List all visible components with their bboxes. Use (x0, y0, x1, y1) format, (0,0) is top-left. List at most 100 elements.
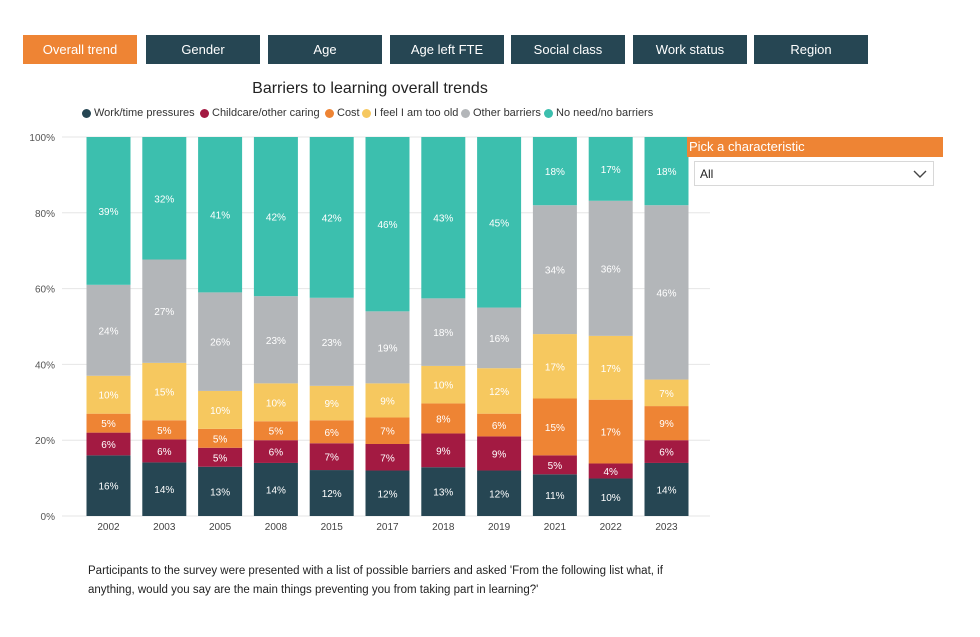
data-label: 32% (154, 194, 174, 205)
data-label: 9% (492, 449, 507, 460)
data-label: 16% (489, 334, 509, 345)
y-tick-label: 40% (35, 360, 55, 371)
legend-item-childcare[interactable]: Childcare/other caring (200, 107, 320, 119)
legend-marker-icon (362, 108, 371, 118)
bar-segment (588, 463, 633, 479)
data-label: 24% (98, 326, 118, 337)
data-label: 5% (157, 426, 172, 437)
data-label: 9% (436, 446, 451, 457)
bar-segment (198, 292, 243, 391)
data-label: 41% (210, 211, 230, 222)
bar-segment (532, 455, 577, 475)
bar-segment (588, 478, 633, 516)
data-label: 9% (659, 419, 674, 430)
legend-item-work-time[interactable]: Work/time pressures (82, 107, 195, 119)
data-label: 42% (322, 213, 342, 224)
bar-segment (253, 421, 298, 441)
tab-social-class[interactable]: Social class (511, 35, 625, 64)
legend-item-other-barriers[interactable]: Other barriers (461, 107, 541, 119)
x-tick-label: 2017 (376, 522, 399, 533)
data-label: 7% (380, 427, 395, 438)
bar-segment (86, 455, 131, 516)
bar-segment (532, 474, 577, 516)
data-label: 11% (545, 491, 564, 502)
chevron-down-icon (913, 170, 927, 178)
data-label: 5% (213, 434, 228, 445)
y-tick-label: 80% (35, 209, 55, 220)
data-label: 45% (489, 218, 509, 229)
x-tick-label: 2021 (544, 522, 567, 533)
tab-age-left-fte[interactable]: Age left FTE (390, 35, 504, 64)
data-label: 13% (210, 487, 230, 498)
bar-segment (253, 440, 298, 463)
y-tick-label: 100% (29, 133, 55, 144)
tab-age[interactable]: Age (268, 35, 382, 64)
bar-segment (198, 137, 243, 293)
characteristic-select[interactable]: All (694, 161, 934, 186)
data-label: 18% (656, 167, 676, 178)
legend-label: Work/time pressures (94, 107, 195, 119)
x-tick-label: 2018 (432, 522, 455, 533)
data-label: 9% (324, 399, 339, 410)
data-label: 17% (601, 428, 621, 439)
bar-segment (588, 137, 633, 201)
data-label: 34% (545, 266, 565, 277)
bar-segment (532, 398, 577, 456)
tab-overall-trend[interactable]: Overall trend (23, 35, 137, 64)
data-label: 18% (433, 328, 453, 339)
y-tick-label: 0% (41, 512, 56, 523)
legend-marker-icon (325, 108, 334, 118)
bar-segment (86, 413, 131, 433)
bar-segment (142, 420, 187, 440)
bar-segment (421, 365, 466, 404)
tab-region[interactable]: Region (754, 35, 868, 64)
x-tick-label: 2003 (153, 522, 176, 533)
legend-label: Cost (337, 107, 360, 119)
bar-segment (86, 137, 131, 285)
y-tick-label: 20% (35, 436, 55, 447)
stacked-bar-chart: 0% 20% 40% 60% 80% 100% 16% 6% 5% 10% 24% 39% 2002 14… (29, 133, 710, 533)
data-label: 7% (659, 389, 674, 400)
bar-segment (253, 383, 298, 422)
bar-segment (644, 406, 689, 441)
bar-segment (477, 368, 522, 414)
tab-gender[interactable]: Gender (146, 35, 260, 64)
data-label: 23% (266, 336, 286, 347)
bar-segment (198, 428, 243, 448)
bar-segment (644, 440, 689, 463)
bar-segment (198, 390, 243, 429)
x-tick-label: 2002 (97, 522, 120, 533)
bar-segment (532, 205, 577, 335)
bar-segment (365, 443, 410, 471)
data-label: 18% (545, 167, 565, 178)
data-label: 6% (492, 421, 507, 432)
bar-segment (198, 447, 243, 467)
tab-work-status[interactable]: Work status (633, 35, 747, 64)
data-label: 5% (548, 461, 563, 472)
bar-segment (86, 432, 131, 456)
legend-item-no-need[interactable]: No need/no barriers (544, 107, 653, 119)
data-label: 42% (266, 213, 286, 224)
bar-segment (309, 420, 354, 444)
bar-segment (421, 298, 466, 366)
bar-segment (421, 467, 466, 516)
data-label: 5% (269, 427, 284, 438)
data-label: 7% (324, 453, 339, 464)
bar-segment (142, 137, 187, 260)
legend-item-cost[interactable]: Cost (325, 107, 360, 119)
legend-label: Other barriers (473, 107, 541, 119)
bar-segment (253, 462, 298, 516)
data-label: 5% (101, 419, 116, 430)
data-label: 15% (545, 423, 565, 434)
bar-segment (365, 470, 410, 516)
data-label: 14% (656, 485, 676, 496)
data-label: 6% (659, 448, 674, 459)
data-label: 10% (601, 493, 621, 504)
bar-segment (86, 375, 131, 414)
bar-segment (532, 137, 577, 206)
legend-item-too-old[interactable]: I feel I am too old (362, 107, 458, 119)
data-label: 46% (377, 220, 397, 231)
bar-segment (477, 436, 522, 471)
legend-label: Childcare/other caring (212, 107, 320, 119)
data-label: 6% (324, 428, 339, 439)
